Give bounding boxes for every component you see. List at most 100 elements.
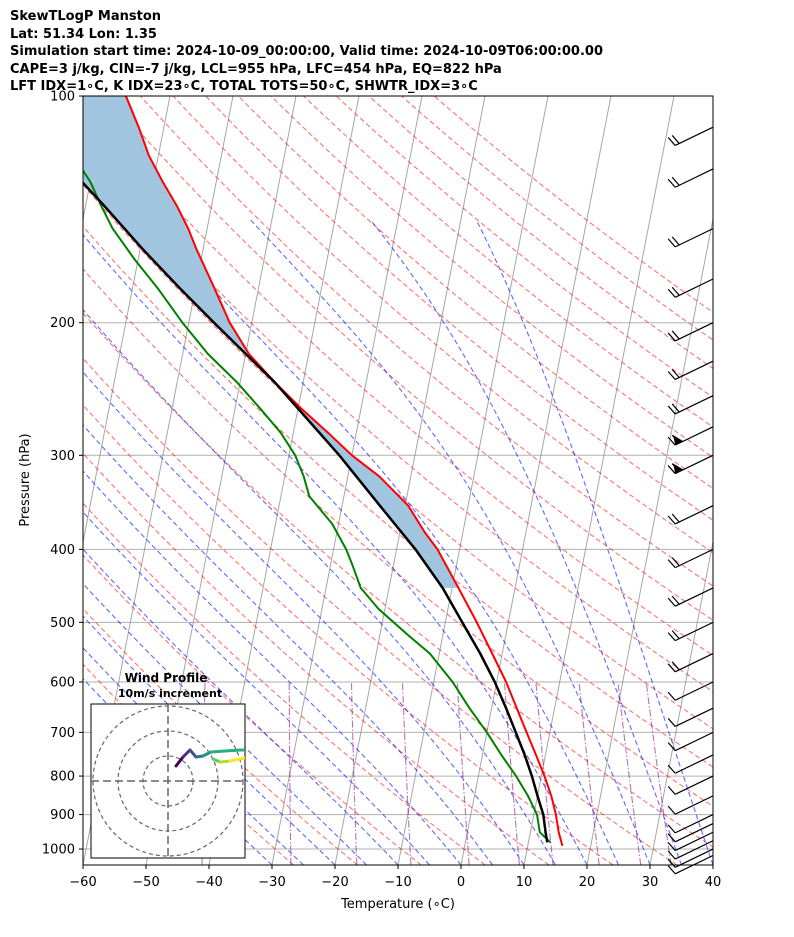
mixing-ratio-line: [456, 681, 470, 865]
wind-barb: [667, 126, 714, 146]
dry-adiabat: [368, 96, 713, 370]
location-line: Lat: 51.34 Lon: 1.35: [10, 26, 157, 42]
dry-adiabat: [83, 225, 713, 768]
dry-adiabat: [83, 268, 713, 808]
wind-barb: [667, 278, 714, 298]
parcel-profile-line: [83, 181, 549, 843]
hodograph-segment: [238, 756, 245, 761]
wind-barb: [667, 587, 714, 607]
moist-adiabat: [83, 470, 462, 865]
x-tick-label: −50: [132, 875, 159, 890]
x-tick-label: 40: [705, 875, 722, 890]
wind-barb: [667, 848, 714, 868]
chart-title: SkewTLogP Manston: [10, 9, 162, 24]
dewpoint-profile-line: [83, 168, 552, 844]
dry-adiabat: [83, 452, 550, 865]
y-tick-label: 900: [50, 808, 75, 823]
mixing-ratio-line: [401, 681, 412, 865]
moist-adiabat: [83, 511, 430, 865]
isotherm-line: [523, 96, 675, 865]
hodograph-segment: [223, 748, 242, 753]
isotherm-line: [271, 96, 423, 865]
x-tick-label: 0: [457, 875, 465, 890]
wind-barb: [667, 395, 714, 415]
wind-barb: [667, 168, 714, 188]
hodograph-segment: [218, 759, 232, 764]
mixing-ratio-line: [288, 681, 292, 865]
isotherm-line: [586, 216, 713, 865]
x-axis-label: Temperature (∘C): [340, 897, 455, 912]
cape-line: CAPE=3 j/kg, CIN=-7 j/kg, LCL=955 hPa, L…: [10, 61, 502, 77]
isotherm-line: [334, 96, 486, 865]
x-tick-label: −60: [69, 875, 96, 890]
index-line: LFT IDX=1∘C, K IDX=23∘C, TOTAL TOTS=50∘C…: [10, 79, 478, 94]
dry-adiabat: [139, 96, 713, 587]
y-tick-label: 600: [50, 675, 75, 690]
dry-adiabat: [270, 96, 713, 459]
dry-adiabat: [107, 96, 713, 621]
hodograph-segment: [188, 748, 198, 759]
moist-adiabat: [83, 615, 336, 865]
y-tick-label: 300: [50, 449, 75, 464]
dry-adiabat: [83, 104, 713, 657]
moist-adiabat: [83, 308, 556, 865]
wind-barb: [667, 548, 714, 569]
mixing-ratio-line: [617, 681, 642, 865]
x-tick-label: 10: [516, 875, 533, 890]
dry-adiabat: [335, 96, 713, 399]
x-tick-label: −40: [195, 875, 222, 890]
wind-barb: [667, 840, 714, 860]
dry-adiabat: [303, 96, 713, 428]
inset-subtitle: 10m/s increment: [118, 687, 222, 700]
wind-barb: [667, 707, 714, 727]
isotherm-line: [649, 539, 713, 865]
x-tick-label: 30: [642, 875, 659, 890]
wind-barb: [667, 831, 714, 852]
dry-adiabat: [401, 96, 713, 341]
isotherm-line: [397, 96, 549, 865]
y-tick-label: 400: [50, 543, 75, 558]
y-tick-label: 100: [50, 90, 75, 105]
dry-adiabat: [83, 312, 713, 848]
x-tick-label: 20: [579, 875, 596, 890]
inset-title: Wind Profile: [125, 671, 208, 685]
isotherm-line: [712, 862, 713, 865]
x-tick-label: −20: [321, 875, 348, 890]
y-tick-label: 1000: [42, 843, 75, 858]
cape-area: [83, 96, 459, 588]
dry-adiabat: [433, 96, 713, 313]
wind-barb: [667, 322, 714, 342]
x-tick-label: −10: [384, 875, 411, 890]
wind-barb: [667, 754, 714, 774]
hodograph-segment: [181, 748, 192, 759]
wind-barb: [667, 454, 714, 475]
dry-adiabat: [205, 96, 713, 521]
time-line: Simulation start time: 2024-10-09_00:00:…: [10, 44, 603, 59]
moist-adiabat: [83, 424, 493, 865]
temperature-profile-line: [124, 96, 564, 847]
hodograph-segment: [228, 757, 242, 763]
wind-barb: [667, 731, 714, 752]
y-axis-label: Pressure (hPa): [18, 433, 33, 526]
y-tick-label: 200: [50, 316, 75, 331]
wind-barb: [667, 621, 714, 642]
dry-adiabat: [237, 96, 713, 489]
hodograph-segment: [209, 749, 227, 754]
y-tick-label: 700: [50, 726, 75, 741]
y-tick-label: 800: [50, 770, 75, 785]
wind-barb: [667, 681, 714, 701]
wind-barb: [667, 228, 714, 248]
y-tick-label: 500: [50, 616, 75, 631]
moist-adiabat: [83, 371, 525, 865]
chart-header: SkewTLogP Manston Lat: 51.34 Lon: 1.35 S…: [10, 8, 780, 96]
moist-adiabat: [83, 646, 304, 865]
x-tick-label: −30: [258, 875, 285, 890]
mixing-ratio-line: [350, 681, 358, 865]
wind-barb: [667, 360, 714, 381]
isotherm-line: [460, 96, 612, 865]
wind-barb: [667, 775, 714, 795]
moist-adiabat: [370, 219, 683, 865]
wind-barb: [667, 795, 714, 815]
wind-barb: [667, 814, 714, 834]
